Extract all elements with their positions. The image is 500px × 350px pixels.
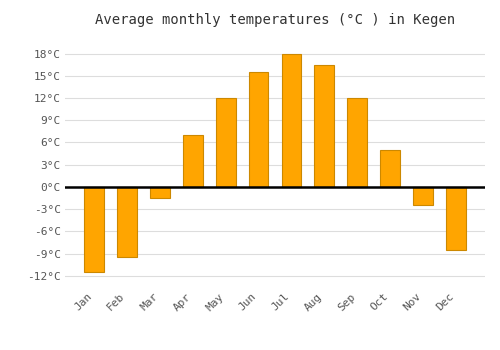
Bar	[413, 187, 433, 205]
Title: Average monthly temperatures (°C ) in Kegen: Average monthly temperatures (°C ) in Ke…	[95, 13, 455, 27]
Bar	[314, 65, 334, 187]
Bar	[282, 54, 302, 187]
Bar	[183, 135, 203, 187]
Bar	[348, 98, 367, 187]
Bar	[380, 150, 400, 187]
Bar	[117, 187, 137, 257]
Bar	[216, 98, 236, 187]
Bar	[446, 187, 466, 250]
Bar	[248, 72, 268, 187]
Bar	[84, 187, 104, 272]
Bar	[150, 187, 170, 198]
